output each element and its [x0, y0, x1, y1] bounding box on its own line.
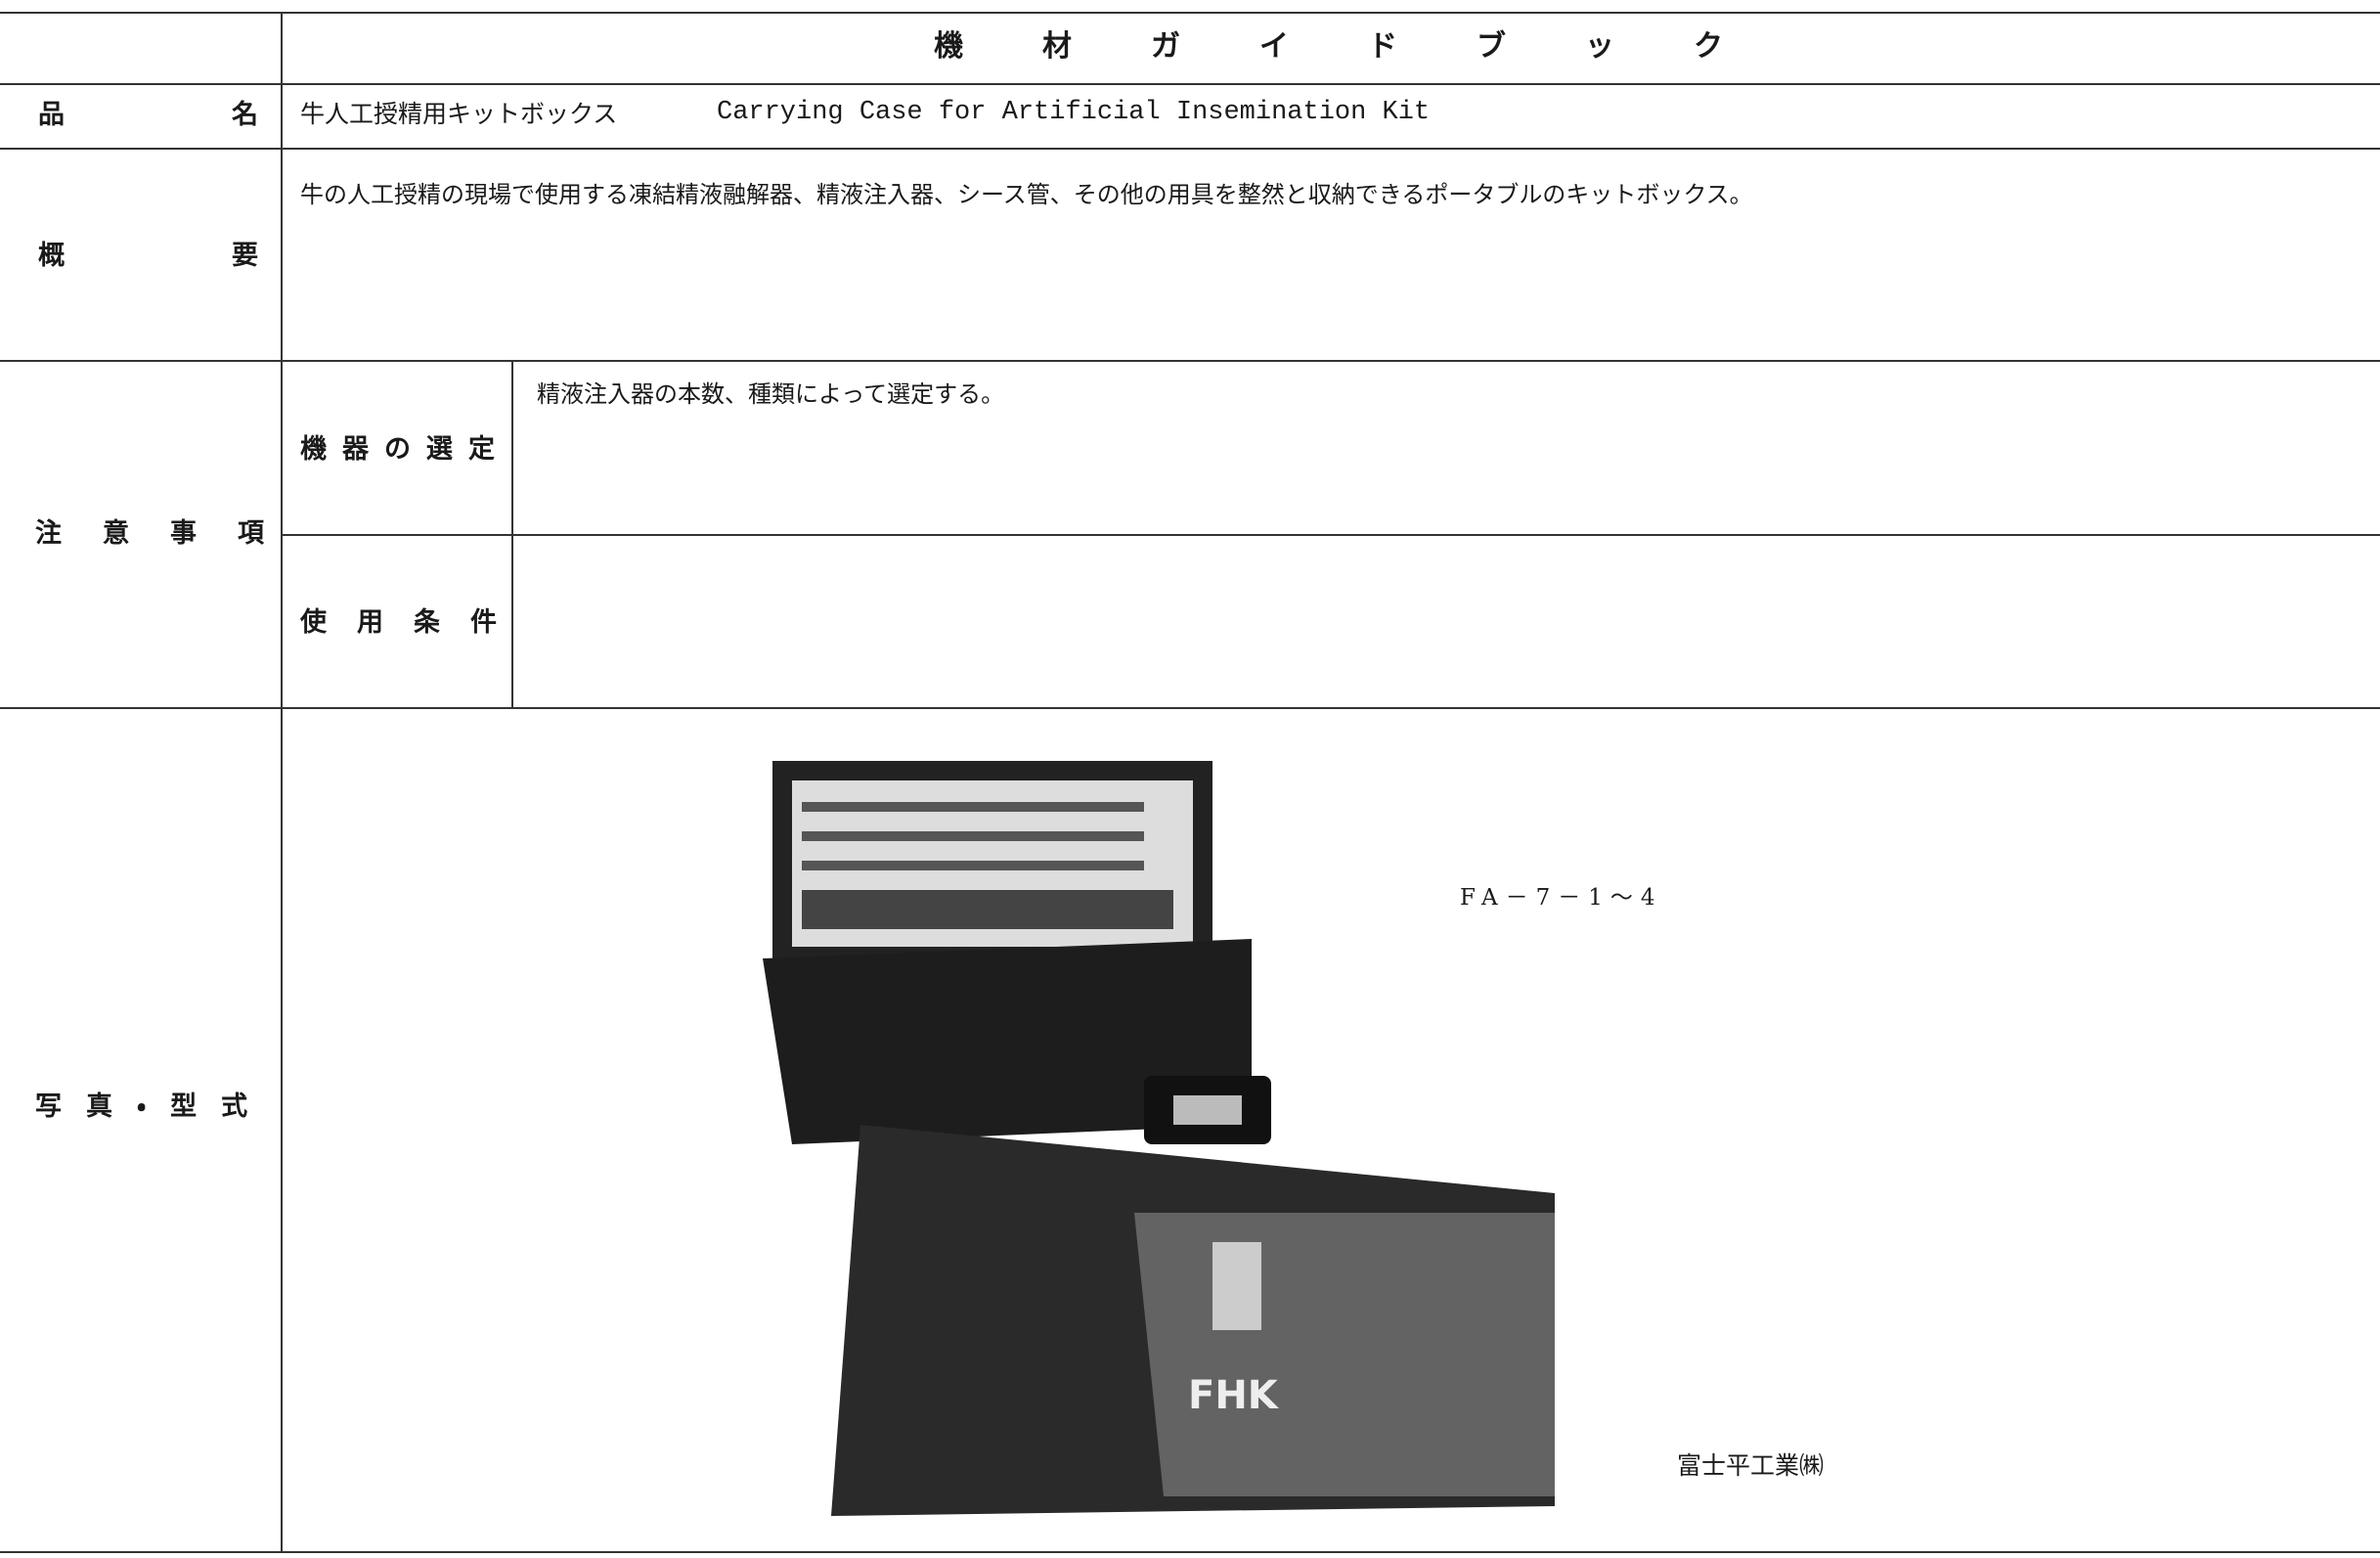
product-name: 牛人工授精用キットボックス [300, 100, 618, 128]
row-label: 品名 [38, 100, 425, 130]
selection-text: 精液注入器の本数、種類によって選定する。 [537, 380, 1005, 408]
photo-detail [802, 890, 1173, 929]
photo-logo: FHK [1188, 1373, 1280, 1418]
rule [511, 360, 513, 707]
rule [0, 1551, 2380, 1553]
row-label: 写真・型式 [35, 1091, 273, 1122]
model-number: FA－7－1～4 [1460, 885, 1663, 911]
photo-detail [802, 802, 1144, 812]
rule [0, 360, 2380, 362]
rule [0, 12, 2380, 14]
title: 機材ガイドブック [934, 29, 1802, 64]
photo-handle-gap [1173, 1095, 1242, 1125]
maker: 富士平工業㈱ [1677, 1451, 1825, 1480]
overview-text: 牛の人工授精の現場で使用する凍結精液融解器、精液注入器、シース管、その他の用具を… [300, 181, 1753, 208]
row-label: 概要 [38, 241, 425, 271]
rule [281, 534, 2380, 536]
photo-detail [802, 831, 1144, 841]
photo-highlight [1134, 1213, 1555, 1496]
photo-detail [802, 861, 1144, 870]
rule [0, 148, 2380, 150]
rule [281, 12, 283, 1552]
rule [0, 707, 2380, 709]
row-label: 注意事項 [35, 518, 305, 549]
product-name-en: Carrying Case for Artificial Inseminatio… [717, 98, 1431, 127]
product-photo: FHK [763, 761, 1555, 1516]
rule [0, 83, 2380, 85]
photo-latch [1212, 1242, 1261, 1330]
sub-label: 機器の選定 [300, 434, 510, 465]
sub-label: 使用条件 [300, 607, 527, 638]
photo-box-back [763, 939, 1252, 1144]
